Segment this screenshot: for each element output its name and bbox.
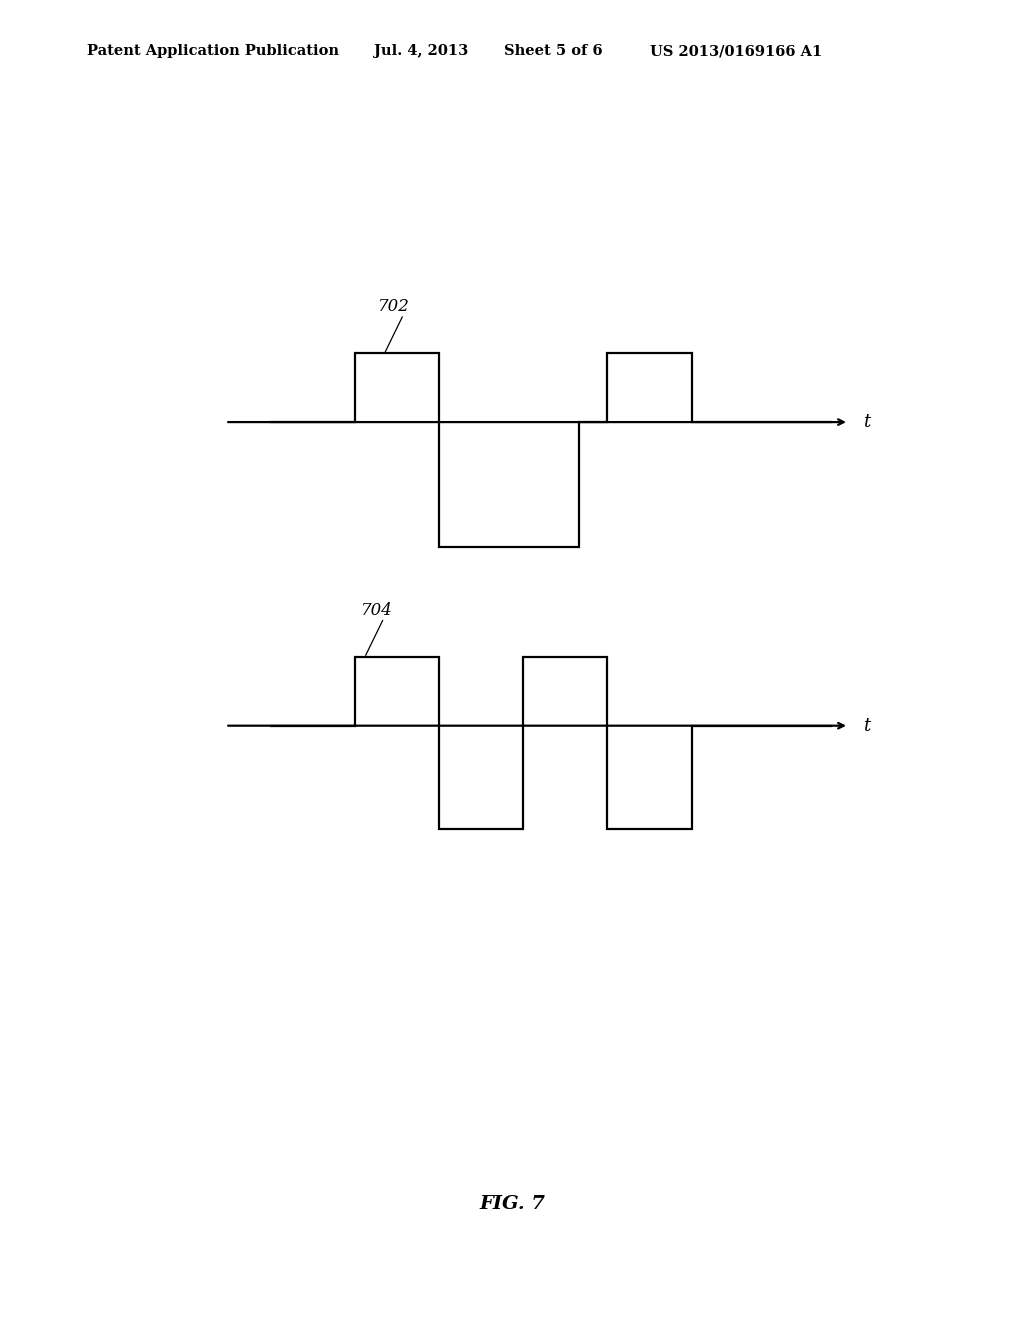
Text: t: t [863,717,870,735]
Text: t: t [863,413,870,432]
Text: 704: 704 [361,602,393,619]
Text: Jul. 4, 2013: Jul. 4, 2013 [374,45,468,58]
Text: US 2013/0169166 A1: US 2013/0169166 A1 [650,45,822,58]
Text: 702: 702 [378,298,410,315]
Text: Sheet 5 of 6: Sheet 5 of 6 [504,45,602,58]
Text: Patent Application Publication: Patent Application Publication [87,45,339,58]
Text: FIG. 7: FIG. 7 [479,1195,545,1213]
